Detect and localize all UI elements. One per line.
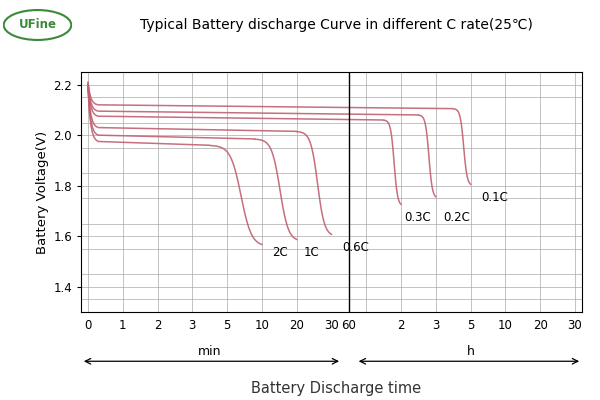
Text: 2: 2 xyxy=(154,319,161,332)
Text: 20: 20 xyxy=(533,319,548,332)
Text: 20: 20 xyxy=(289,319,304,332)
Text: 10: 10 xyxy=(498,319,513,332)
Text: Typical Battery discharge Curve in different C rate(25℃): Typical Battery discharge Curve in diffe… xyxy=(140,18,532,32)
Text: 0.1C: 0.1C xyxy=(481,191,508,204)
Text: 3: 3 xyxy=(432,319,440,332)
Text: 5: 5 xyxy=(467,319,475,332)
Text: UFine: UFine xyxy=(19,18,56,31)
Text: 1: 1 xyxy=(119,319,127,332)
Ellipse shape xyxy=(4,10,71,40)
Text: 0: 0 xyxy=(84,319,92,332)
Text: Battery Discharge time: Battery Discharge time xyxy=(251,381,421,396)
Text: 2C: 2C xyxy=(272,246,288,259)
Text: h: h xyxy=(467,345,475,358)
Text: 0.6C: 0.6C xyxy=(342,241,369,254)
Text: 1C: 1C xyxy=(304,246,319,259)
Text: 0.3C: 0.3C xyxy=(404,211,431,224)
Text: 5: 5 xyxy=(223,319,231,332)
Text: 10: 10 xyxy=(254,319,269,332)
Text: 60: 60 xyxy=(341,319,356,332)
Y-axis label: Battery Voltage(V): Battery Voltage(V) xyxy=(36,130,49,254)
Text: 0.2C: 0.2C xyxy=(443,211,470,224)
Text: 3: 3 xyxy=(188,319,196,332)
Text: 2: 2 xyxy=(397,319,405,332)
Text: 30: 30 xyxy=(568,319,583,332)
Text: min: min xyxy=(198,345,221,358)
Text: 30: 30 xyxy=(324,319,339,332)
